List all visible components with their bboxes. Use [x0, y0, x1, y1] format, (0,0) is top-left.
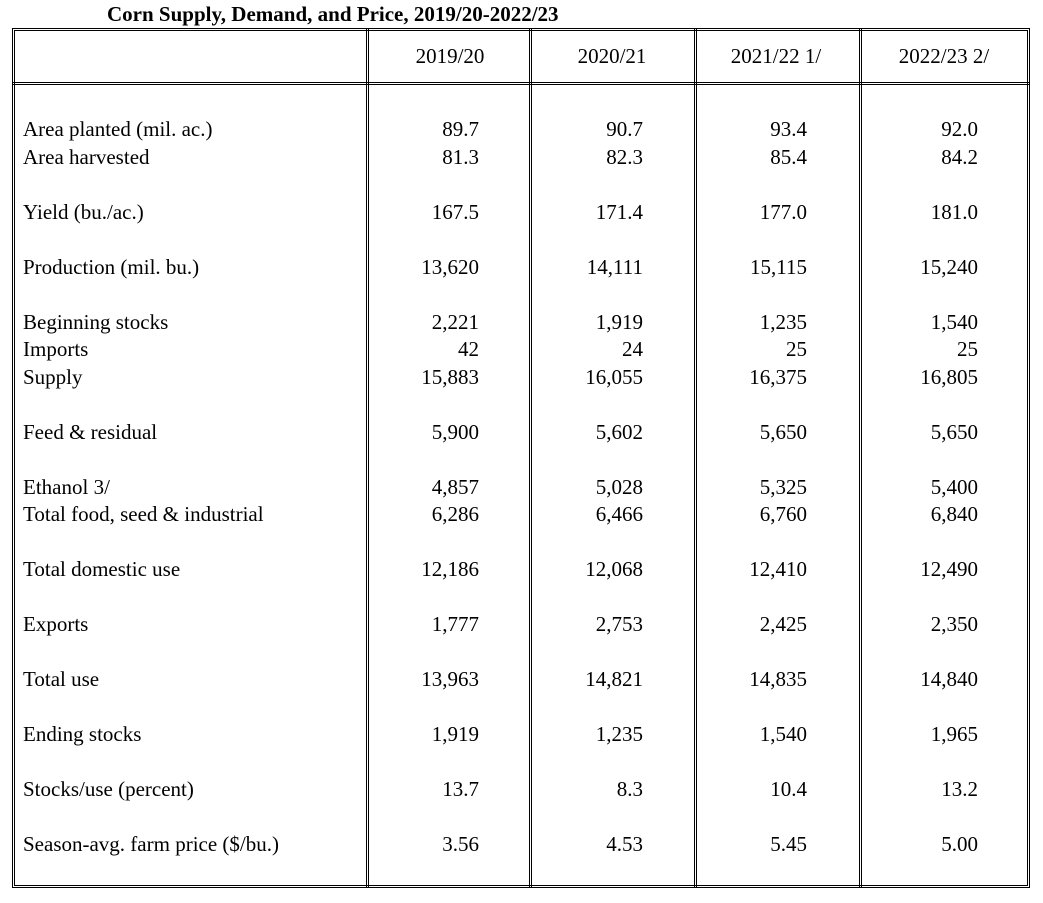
row-label: Imports — [23, 337, 89, 361]
column-divider — [529, 28, 532, 888]
row-label: Beginning stocks — [23, 309, 169, 334]
row-label: Area harvested — [23, 144, 150, 169]
cell-value: 1,919 — [431, 722, 479, 746]
column-header: 2021/22 1/ — [730, 44, 822, 68]
cell-value: 2,221 — [431, 309, 479, 334]
cell-value: 1,540 — [759, 722, 807, 746]
column-divider — [859, 28, 862, 888]
cell-value: 12,410 — [749, 557, 807, 581]
cell-value: 171.4 — [595, 199, 643, 224]
cell-value: 92.0 — [941, 117, 978, 141]
row-label: Feed & residual — [23, 419, 158, 444]
cell-value: 5.00 — [941, 832, 978, 856]
cell-value: 4,857 — [431, 474, 479, 499]
cell-value: 181.0 — [930, 199, 978, 224]
cell-value: 1,235 — [759, 309, 807, 334]
cell-value: 6,840 — [930, 502, 978, 526]
cell-value: 14,821 — [585, 667, 643, 691]
row-label: Stocks/use (percent) — [23, 777, 194, 801]
cell-value: 1,540 — [930, 309, 978, 334]
cell-value: 10.4 — [770, 777, 807, 801]
cell-value: 167.5 — [431, 199, 479, 224]
row-label: Total domestic use — [23, 557, 181, 581]
cell-value: 16,375 — [749, 364, 807, 389]
cell-value: 82.3 — [606, 144, 643, 169]
cell-value: 13,620 — [421, 254, 479, 279]
row-label: Total use — [23, 667, 100, 691]
cell-value: 16,805 — [920, 364, 978, 389]
table-frame — [12, 28, 1030, 888]
cell-value: 14,111 — [586, 254, 643, 279]
row-label: Supply — [23, 364, 83, 389]
cell-value: 6,466 — [595, 502, 643, 526]
cell-value: 6,760 — [759, 502, 807, 526]
cell-value: 5,650 — [759, 419, 807, 444]
row-label: Area planted (mil. ac.) — [23, 117, 213, 141]
cell-value: 12,068 — [585, 557, 643, 581]
cell-value: 5,900 — [431, 419, 479, 444]
table-title: Corn Supply, Demand, and Price, 2019/20-… — [107, 2, 559, 26]
cell-value: 42 — [458, 337, 479, 361]
cell-value: 2,350 — [930, 612, 978, 636]
cell-value: 3.56 — [442, 832, 479, 856]
column-divider — [694, 28, 697, 888]
cell-value: 5,325 — [759, 474, 807, 499]
row-label: Ending stocks — [23, 722, 142, 746]
cell-value: 25 — [786, 337, 807, 361]
cell-value: 5.45 — [770, 832, 807, 856]
cell-value: 5,400 — [930, 474, 978, 499]
column-header: 2020/21 — [577, 44, 647, 68]
cell-value: 5,602 — [595, 419, 643, 444]
column-divider — [366, 28, 369, 888]
cell-value: 25 — [957, 337, 978, 361]
row-label: Ethanol 3/ — [23, 474, 110, 499]
column-header: 2022/23 2/ — [898, 44, 990, 68]
row-label: Total food, seed & industrial — [23, 502, 264, 526]
cell-value: 2,425 — [759, 612, 807, 636]
cell-value: 24 — [622, 337, 643, 361]
cell-value: 2,753 — [595, 612, 643, 636]
cell-value: 1,965 — [930, 722, 978, 746]
cell-value: 6,286 — [431, 502, 479, 526]
cell-value: 84.2 — [941, 144, 978, 169]
cell-value: 12,490 — [920, 557, 978, 581]
row-label: Season-avg. farm price ($/bu.) — [23, 832, 279, 856]
cell-value: 85.4 — [770, 144, 807, 169]
cell-value: 13.2 — [941, 777, 978, 801]
cell-value: 1,919 — [595, 309, 643, 334]
cell-value: 14,840 — [920, 667, 978, 691]
cell-value: 4.53 — [606, 832, 643, 856]
cell-value: 12,186 — [421, 557, 479, 581]
row-label: Production (mil. bu.) — [23, 254, 200, 279]
row-label: Yield (bu./ac.) — [23, 199, 144, 224]
cell-value: 15,883 — [421, 364, 479, 389]
cell-value: 1,777 — [431, 612, 479, 636]
cell-value: 15,240 — [920, 254, 978, 279]
header-separator — [12, 82, 1030, 85]
cell-value: 90.7 — [606, 117, 643, 141]
cell-value: 89.7 — [442, 117, 479, 141]
cell-value: 1,235 — [595, 722, 643, 746]
cell-value: 5,028 — [595, 474, 643, 499]
column-header: 2019/20 — [415, 44, 485, 68]
cell-value: 14,835 — [749, 667, 807, 691]
cell-value: 15,115 — [750, 254, 807, 279]
row-label: Exports — [23, 612, 89, 636]
cell-value: 81.3 — [442, 144, 479, 169]
cell-value: 13.7 — [442, 777, 479, 801]
cell-value: 16,055 — [585, 364, 643, 389]
cell-value: 177.0 — [759, 199, 807, 224]
cell-value: 13,963 — [421, 667, 479, 691]
cell-value: 93.4 — [770, 117, 807, 141]
cell-value: 8.3 — [616, 777, 643, 801]
cell-value: 5,650 — [930, 419, 978, 444]
